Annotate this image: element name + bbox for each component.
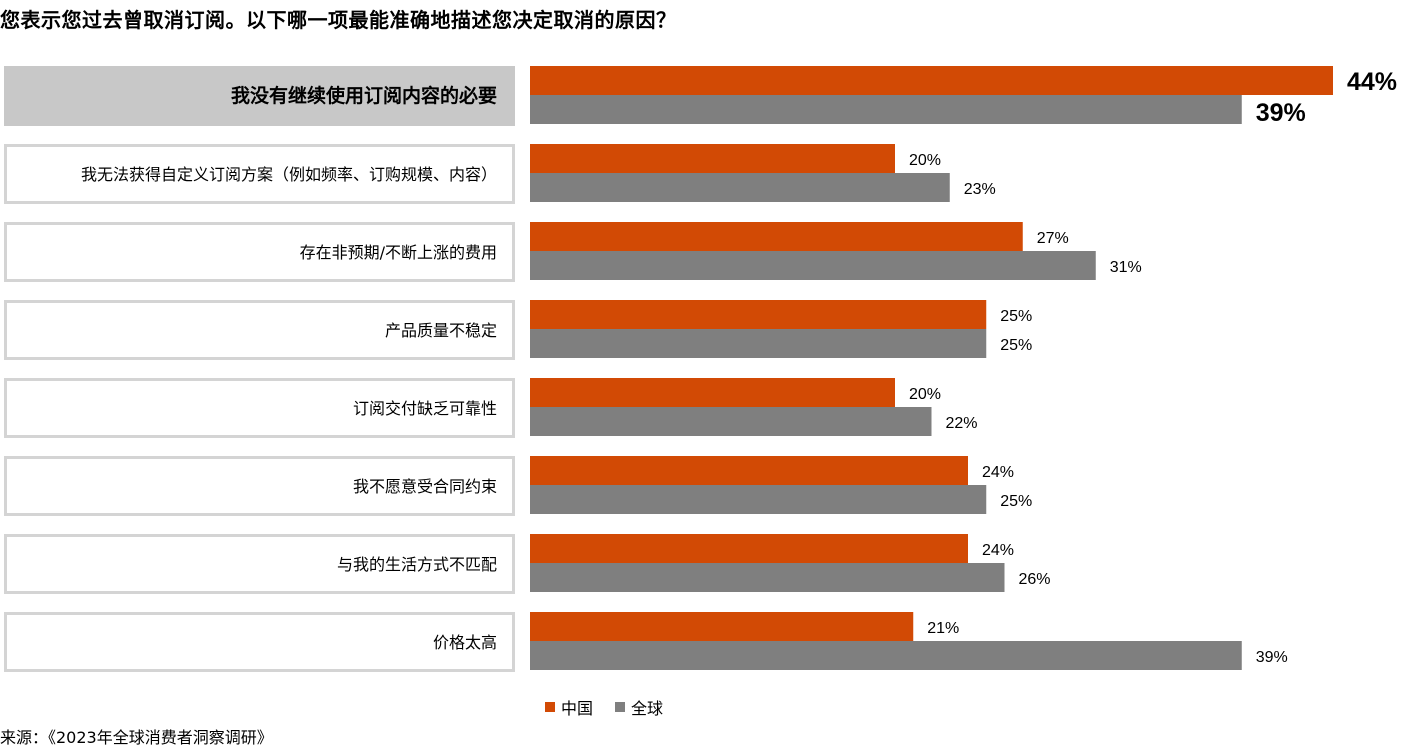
legend-label-china: 中国 [561, 699, 594, 718]
data-label: 26% [1019, 571, 1051, 588]
data-label: 21% [927, 620, 959, 637]
category-label: 产品质量不稳定 [385, 321, 497, 340]
bar-china [530, 534, 968, 563]
category-label: 与我的生活方式不匹配 [337, 555, 497, 574]
data-label: 44% [1347, 68, 1397, 96]
bar-global [530, 329, 987, 358]
category-label: 我没有继续使用订阅内容的必要 [231, 84, 497, 107]
bar-global [530, 173, 950, 202]
category-box [4, 456, 515, 516]
bar-china [530, 144, 895, 173]
category-box [4, 612, 515, 672]
category-box [4, 300, 515, 360]
data-label: 27% [1037, 230, 1069, 247]
bar-chart: 我没有继续使用订阅内容的必要 44% 39% 我无法获得自定义订阅方案（例如频率、订购… [4, 66, 1397, 672]
category-box [4, 144, 515, 204]
category-label: 我无法获得自定义订阅方案（例如频率、订购规模、内容） [81, 165, 497, 184]
bar-china [530, 300, 987, 329]
bar-global [530, 95, 1242, 124]
category-box [4, 534, 515, 594]
data-label: 24% [982, 464, 1014, 481]
data-label: 22% [946, 415, 978, 432]
data-label: 25% [1000, 308, 1032, 325]
legend-swatch-global [615, 702, 626, 712]
bar-global [530, 485, 987, 514]
bar-global [530, 251, 1096, 280]
data-label: 39% [1256, 99, 1306, 127]
category-box [4, 222, 515, 282]
category-label: 价格太高 [433, 633, 497, 652]
data-label: 25% [1000, 493, 1032, 510]
legend: 中国 全球 [545, 695, 685, 719]
source-note: 来源：《2023年全球消费者洞察调研》 [0, 728, 273, 747]
category-label: 我不愿意受合同约束 [353, 477, 497, 496]
legend-item-china: 中国 [545, 695, 593, 719]
bar-china [530, 612, 914, 641]
legend-label-global: 全球 [631, 699, 664, 718]
data-label: 20% [909, 152, 941, 169]
data-label: 31% [1110, 259, 1142, 276]
data-label: 23% [964, 181, 996, 198]
bar-china [530, 222, 1023, 251]
category-box [4, 378, 515, 438]
data-label: 25% [1000, 337, 1032, 354]
bar-china [530, 66, 1333, 95]
bar-global [530, 641, 1242, 670]
category-box-highlight [4, 66, 515, 126]
chart-title: 您表示您过去曾取消订阅。以下哪一项最能准确地描述您决定取消的原因？ [0, 8, 677, 32]
category-label: 订阅交付缺乏可靠性 [353, 399, 497, 418]
data-label: 24% [982, 542, 1014, 559]
data-label: 39% [1256, 649, 1288, 666]
bar-china [530, 456, 968, 485]
bar-china [530, 378, 895, 407]
data-label: 20% [909, 386, 941, 403]
legend-item-global: 全球 [615, 695, 663, 719]
bar-global [530, 407, 932, 436]
bar-global [530, 563, 1005, 592]
category-label: 存在非预期/不断上涨的费用 [300, 243, 497, 262]
legend-swatch-china [545, 702, 555, 712]
